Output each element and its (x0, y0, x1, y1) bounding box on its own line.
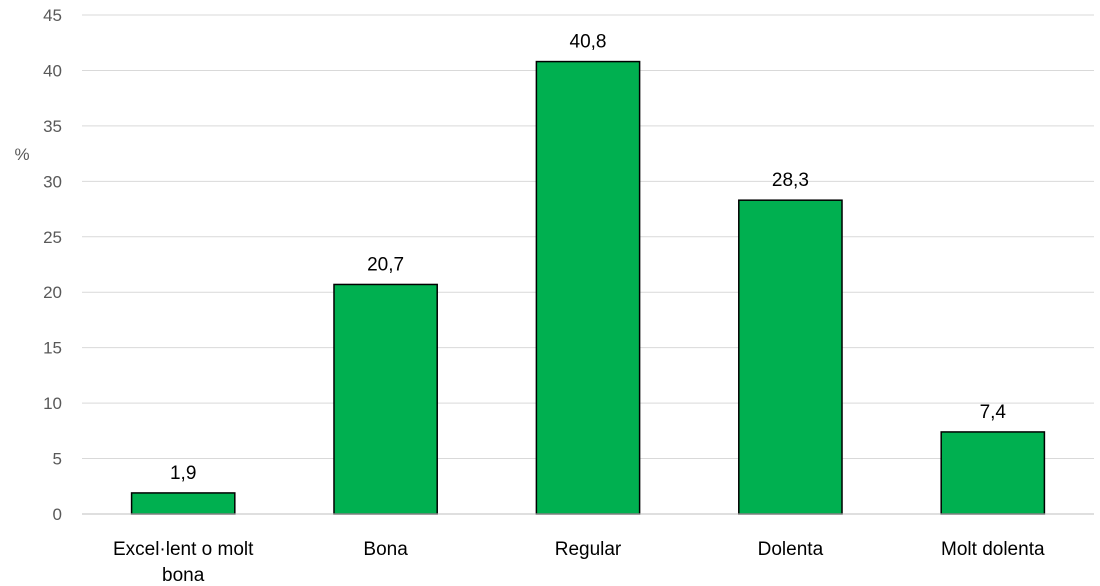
x-tick-label: Molt dolenta (941, 539, 1045, 560)
y-tick-label: 45 (43, 6, 62, 25)
bar-3 (535, 60, 641, 515)
data-label: 20,7 (367, 254, 404, 275)
data-label: 40,8 (570, 32, 607, 53)
x-tick-label: Dolenta (758, 539, 824, 560)
y-tick-label: 25 (43, 228, 62, 247)
x-tick-label: bona (162, 565, 205, 586)
y-tick-label: 20 (43, 283, 62, 302)
x-tick-label: Excel·lent o molt (113, 539, 254, 560)
bar-1 (130, 492, 236, 515)
x-tick-label: Bona (363, 539, 408, 560)
y-tick-label: 40 (43, 61, 62, 80)
data-label: 1,9 (170, 463, 196, 484)
y-tick-label: 10 (43, 394, 62, 413)
x-axis-labels: Excel·lent o molt bona Bona Regular Dolenta M… (113, 539, 1045, 586)
bar-4 (738, 199, 843, 515)
data-label: 7,4 (980, 402, 1007, 423)
y-tick-label: 15 (43, 339, 62, 358)
y-axis-ticks: 0 5 10 15 20 25 30 35 40 45 (43, 6, 62, 524)
y-tick-label: 0 (53, 505, 62, 524)
bar-2 (333, 283, 438, 515)
bars (130, 60, 1046, 515)
y-axis-label: % (14, 145, 29, 164)
bar-5 (940, 431, 1046, 515)
y-tick-label: 5 (53, 450, 62, 469)
data-label: 28,3 (772, 170, 809, 191)
data-labels: 1,9 20,7 40,8 28,3 7,4 (170, 32, 1006, 484)
y-tick-label: 30 (43, 172, 62, 191)
y-tick-label: 35 (43, 117, 62, 136)
x-tick-label: Regular (555, 539, 622, 560)
